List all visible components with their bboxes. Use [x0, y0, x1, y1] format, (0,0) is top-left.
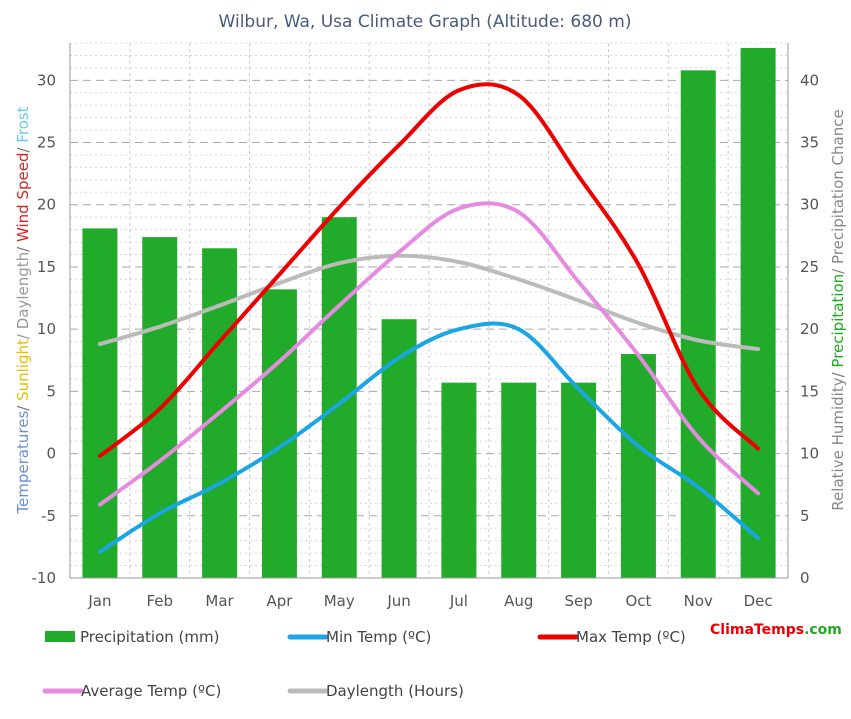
brand-part3: .com [804, 622, 842, 638]
legend-swatch-precipitation [45, 631, 75, 642]
axis-label-part: / [14, 143, 32, 153]
grid-lines [69, 42, 789, 579]
axis-label-part: / Daylength [14, 252, 32, 339]
x-tick-label-dec: Dec [744, 592, 773, 610]
axis-label-part: / [14, 242, 32, 252]
x-tick-label-oct: Oct [625, 592, 651, 610]
axis-label-part: / [829, 368, 847, 378]
temperature-lines [97, 82, 761, 554]
left-tick-label: -10 [32, 569, 57, 587]
left-tick-label: 20 [37, 196, 56, 214]
precipitation-bar-jul [441, 382, 477, 578]
x-tick-label-aug: Aug [504, 592, 533, 610]
right-tick-label: 35 [800, 134, 819, 152]
axis-label-part: / [14, 401, 32, 411]
x-tick-label-nov: Nov [684, 592, 713, 610]
x-axis-ticks: Jan Feb Mar Apr May Jun Jul Aug Sep Oct Nov Dec [87, 592, 772, 610]
right-tick-label: 20 [800, 320, 819, 338]
right-axis-ticks: 0 5 10 15 20 25 30 35 40 [800, 71, 819, 587]
left-tick-label: 30 [37, 71, 56, 89]
right-tick-label: 30 [800, 196, 819, 214]
precipitation-bar-sep [561, 382, 597, 578]
legend: Precipitation (mm) Min Temp (ºC) Max Temp … [42, 628, 686, 700]
axis-label-part: Relative Humidity [829, 377, 847, 510]
legend-label: Min Temp (ºC) [326, 628, 431, 646]
right-tick-label: 0 [800, 569, 810, 587]
legend-label: Average Temp (ºC) [81, 682, 221, 700]
brand-part1: Clima [710, 622, 754, 638]
series-line-daylength-hours [97, 253, 761, 352]
right-tick-label: 5 [800, 507, 810, 525]
right-axis-label: Relative Humidity/ Precipitation/ Precip… [829, 109, 847, 510]
x-tick-label-jul: Jul [449, 592, 468, 610]
left-tick-label: -5 [41, 507, 56, 525]
x-tick-label-jan: Jan [87, 592, 111, 610]
x-tick-label-feb: Feb [146, 592, 173, 610]
brand-logo: ClimaTemps.com [710, 622, 842, 638]
legend-label: Max Temp (ºC) [576, 628, 686, 646]
precipitation-bar-aug [501, 382, 537, 578]
chart-title: Wilbur, Wa, Usa Climate Graph (Altitude:… [219, 12, 632, 32]
right-tick-label: 15 [800, 382, 819, 400]
axis-label-part: Sunlight [14, 339, 32, 401]
x-tick-label-apr: Apr [266, 592, 293, 610]
precipitation-bar-apr [261, 289, 297, 578]
precipitation-bar-may [321, 217, 357, 579]
right-tick-label: 25 [800, 258, 819, 276]
x-tick-label-may: May [324, 592, 355, 610]
precipitation-bars [82, 47, 776, 579]
axis-label-part: Precipitation [829, 274, 847, 368]
left-tick-label: 0 [46, 445, 56, 463]
left-tick-label: 10 [37, 320, 56, 338]
precipitation-bar-dec [740, 47, 776, 578]
series-line-min-temp [97, 321, 761, 554]
precipitation-bar-nov [680, 70, 716, 578]
axis-label-part: Temperatures [14, 411, 32, 515]
axis-label-part: Frost [14, 106, 32, 142]
legend-label-precipitation: Precipitation (mm) [80, 628, 219, 646]
precipitation-bar-oct [620, 354, 656, 578]
brand-part2: Temps [754, 622, 804, 638]
axis-label-part: Wind Speed [14, 153, 32, 243]
legend-label: Daylength (Hours) [326, 682, 464, 700]
precipitation-bar-jun [381, 319, 417, 578]
series-line-average-temp [97, 201, 761, 507]
left-tick-label: 5 [46, 382, 56, 400]
axes [69, 43, 789, 579]
left-tick-label: 15 [37, 258, 56, 276]
axis-label-part: / Precipitation Chance [829, 109, 847, 274]
precipitation-bar-jan [82, 228, 118, 578]
left-tick-label: 25 [37, 134, 56, 152]
x-tick-label-sep: Sep [564, 592, 592, 610]
series-line-max-temp [97, 82, 761, 459]
right-tick-label: 10 [800, 445, 819, 463]
left-axis-ticks: -10 -5 0 5 10 15 20 25 30 [32, 71, 57, 587]
right-tick-label: 40 [800, 71, 819, 89]
left-axis-label: Temperatures/ Sunlight/ Daylength/ Wind … [14, 106, 32, 514]
x-tick-label-mar: Mar [205, 592, 234, 610]
x-tick-label-jun: Jun [386, 592, 410, 610]
